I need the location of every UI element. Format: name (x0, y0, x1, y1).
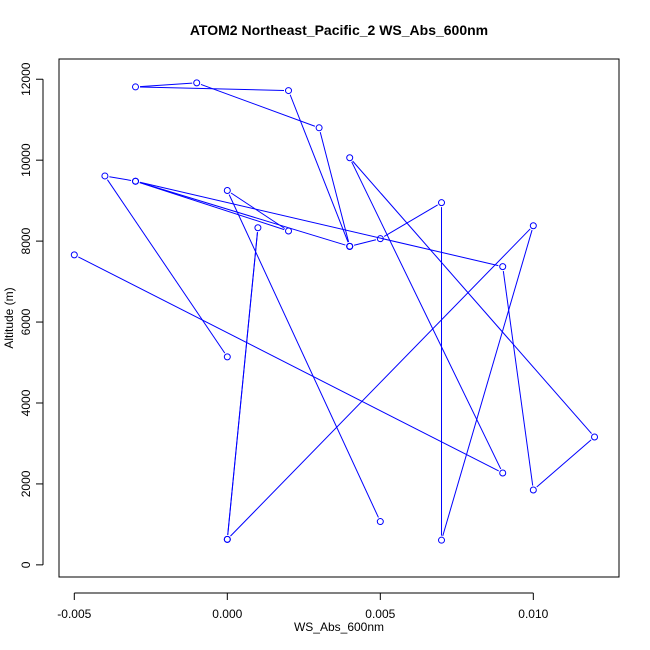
data-point (438, 536, 446, 544)
series-line-segment (228, 194, 379, 518)
series-line-segment (442, 229, 533, 536)
series-line-segment (139, 182, 285, 231)
series-line-segment (230, 228, 531, 537)
data-point (285, 87, 293, 95)
x-axis-title: WS_Abs_600nm (294, 620, 384, 634)
series-line-segment (353, 239, 377, 246)
data-point (346, 154, 354, 162)
series-line-segment (78, 256, 499, 472)
data-point (499, 263, 507, 271)
series-line-segment (139, 181, 499, 267)
x-tick-label: 0.010 (518, 607, 548, 621)
series-line-segment (289, 94, 349, 243)
series-line-segment (227, 232, 258, 535)
data-point (254, 224, 262, 232)
data-point (591, 433, 599, 441)
y-tick-label: 12000 (19, 62, 33, 96)
y-tick-label: 10000 (19, 143, 33, 177)
y-axis: 0 2000 4000 6000 8000 10000 12000 (19, 62, 44, 568)
series-line-segment (502, 270, 534, 486)
x-tick-label: -0.005 (57, 607, 91, 621)
data-point (70, 251, 78, 259)
series-line-segment (351, 161, 502, 470)
data-point (285, 227, 293, 235)
data-point (529, 486, 537, 494)
data-point (529, 222, 537, 230)
data-point (223, 353, 231, 361)
series-line-segment (139, 82, 193, 88)
x-axis: -0.005 0.000 0.005 0.010 (57, 592, 549, 621)
data-point (346, 242, 354, 250)
data-point (132, 177, 140, 185)
y-tick-label: 8000 (19, 227, 33, 254)
y-tick-label: 6000 (19, 308, 33, 335)
series-line-segment (139, 182, 346, 246)
plot-area-frame (58, 58, 620, 578)
series-line-segment (230, 192, 286, 229)
series-line-segment (536, 439, 592, 488)
data-point (193, 79, 201, 87)
chart-title: ATOM2 Northeast_Pacific_2 WS_Abs_600nm (190, 22, 488, 38)
series-line-segment (352, 160, 592, 434)
series-layer (70, 79, 599, 544)
data-point (223, 535, 231, 543)
series-line-segment (107, 179, 226, 354)
data-series (70, 154, 599, 494)
data-point (376, 518, 384, 526)
data-point (132, 83, 140, 91)
y-tick-label: 0 (19, 561, 33, 568)
y-tick-label: 2000 (19, 470, 33, 497)
series-line-segment (383, 204, 438, 237)
series-line-segment (319, 132, 350, 243)
data-series (132, 79, 537, 544)
x-tick-label: 0.000 (212, 607, 242, 621)
data-point (223, 187, 231, 195)
y-axis-title: Altitude (m) (2, 287, 16, 348)
data-point (315, 124, 323, 132)
series-line-segment (200, 83, 316, 127)
data-point (101, 172, 109, 180)
data-point (438, 199, 446, 207)
x-tick-label: 0.005 (365, 607, 395, 621)
data-point (499, 469, 507, 477)
y-tick-label: 4000 (19, 389, 33, 416)
series-line-segment (109, 176, 132, 181)
